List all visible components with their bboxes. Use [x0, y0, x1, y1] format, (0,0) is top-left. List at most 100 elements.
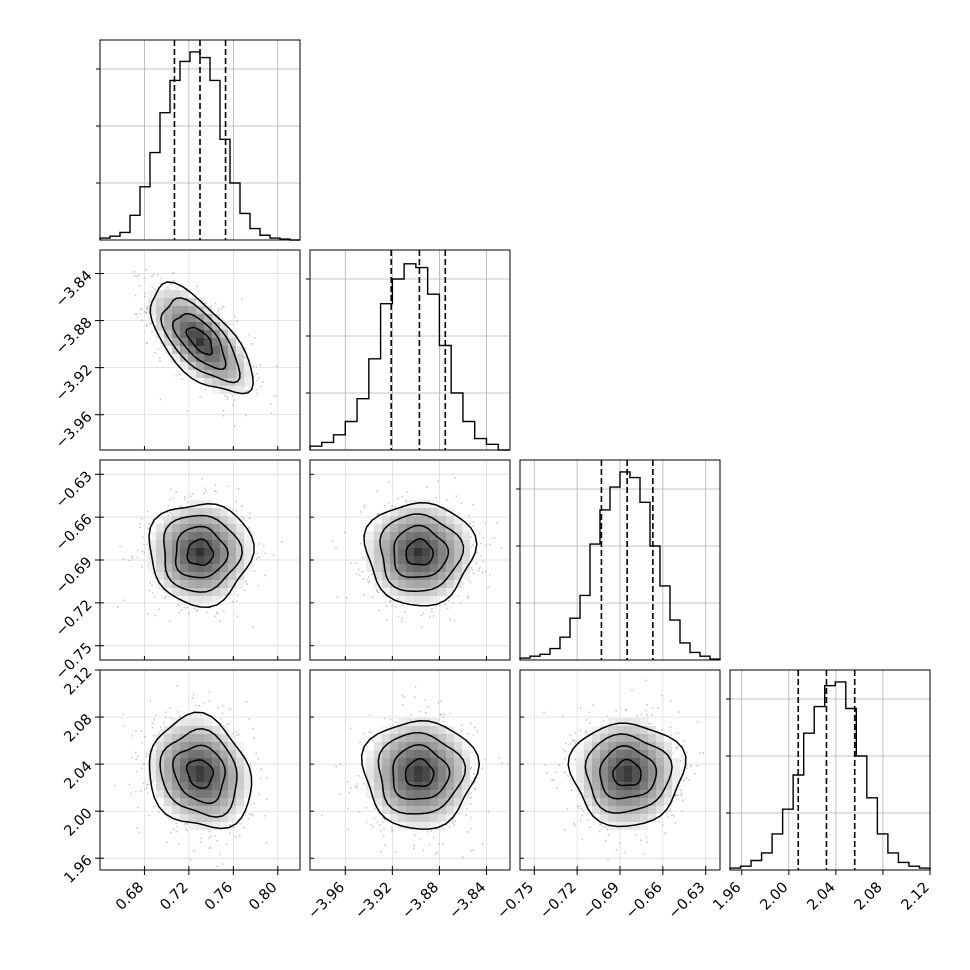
sample-point	[178, 715, 181, 718]
density-cell	[398, 588, 406, 596]
density-cell	[366, 532, 374, 540]
sample-point	[470, 792, 472, 795]
density-cell	[398, 508, 406, 516]
density-cell	[212, 774, 220, 782]
sample-point	[209, 846, 212, 849]
sample-point	[350, 786, 353, 789]
sample-point	[144, 788, 146, 790]
density-cell	[180, 750, 188, 758]
density-cell	[196, 540, 204, 548]
sample-point	[135, 758, 138, 761]
sample-point	[140, 730, 143, 732]
density-cell	[180, 766, 188, 774]
density-cell	[220, 734, 228, 742]
density-cell	[164, 516, 172, 524]
sample-point	[255, 557, 258, 560]
density-cell	[398, 596, 406, 604]
sample-point	[145, 342, 148, 345]
density-cell	[220, 378, 228, 386]
sample-point	[454, 820, 456, 823]
sample-point	[372, 826, 375, 828]
density-cell	[204, 790, 212, 798]
sample-point	[197, 604, 200, 607]
density-cell	[180, 540, 188, 548]
density-cell	[430, 596, 438, 604]
sample-point	[235, 731, 238, 733]
sample-point	[472, 734, 475, 737]
density-cell	[196, 758, 204, 766]
density-cell	[374, 572, 382, 580]
sample-point	[335, 765, 338, 768]
density-cell	[204, 798, 212, 806]
sample-point	[401, 617, 404, 620]
density-cell	[236, 532, 244, 540]
density-cell	[164, 798, 172, 806]
density-cell	[188, 508, 196, 516]
sample-point	[467, 831, 470, 833]
sample-point	[472, 525, 475, 527]
sample-point	[365, 806, 368, 809]
sample-point	[241, 515, 244, 518]
sample-point	[401, 604, 404, 607]
density-cell	[204, 354, 212, 362]
sample-point	[149, 699, 151, 702]
density-cell	[172, 354, 180, 362]
density-cell	[212, 766, 220, 774]
density-cell	[196, 516, 204, 524]
density-cell	[180, 564, 188, 572]
sample-point	[257, 543, 260, 545]
sample-point	[136, 556, 139, 559]
density-cell	[164, 330, 172, 338]
density-cell	[454, 556, 462, 564]
density-cell	[236, 386, 244, 394]
sample-point	[226, 398, 229, 401]
sample-point	[135, 729, 137, 732]
sample-point	[359, 511, 362, 513]
sample-point	[259, 364, 262, 366]
density-cell	[446, 556, 454, 564]
density-cell	[422, 516, 430, 524]
sample-point	[179, 505, 182, 508]
density-cell	[438, 556, 446, 564]
density-cell	[430, 540, 438, 548]
density-cell	[172, 814, 180, 822]
density-cell	[180, 516, 188, 524]
sample-point	[141, 307, 144, 310]
density-cell	[164, 338, 172, 346]
density-cell	[212, 370, 220, 378]
sample-point	[496, 522, 498, 524]
sample-point	[133, 271, 136, 273]
density-cell	[156, 524, 164, 532]
sample-point	[355, 561, 358, 564]
contour-line	[363, 502, 478, 607]
density-cell	[220, 524, 228, 532]
density-cell	[414, 588, 422, 596]
sample-point	[265, 841, 268, 844]
sample-point	[237, 341, 240, 344]
sample-point	[256, 392, 259, 395]
density-cell	[382, 564, 390, 572]
sample-point	[148, 523, 150, 525]
sample-point	[221, 317, 224, 320]
density-cell	[180, 790, 188, 798]
sample-point	[236, 615, 239, 618]
sample-point	[363, 732, 366, 735]
sample-point	[158, 357, 161, 360]
density-cell	[212, 734, 220, 742]
density-cell	[188, 588, 196, 596]
sample-point	[439, 700, 442, 702]
density-cell	[180, 798, 188, 806]
sample-point	[367, 576, 370, 578]
density-cell	[180, 588, 188, 596]
density-cell	[414, 556, 422, 564]
sample-point	[177, 602, 180, 605]
density-cell	[212, 758, 220, 766]
sample-point	[500, 547, 503, 550]
density-cell	[414, 508, 422, 516]
density-cell	[204, 734, 212, 742]
density-cell	[164, 766, 172, 774]
sample-point	[479, 566, 481, 569]
sample-point	[506, 762, 509, 765]
density-cell	[196, 362, 204, 370]
sample-point	[239, 822, 242, 825]
